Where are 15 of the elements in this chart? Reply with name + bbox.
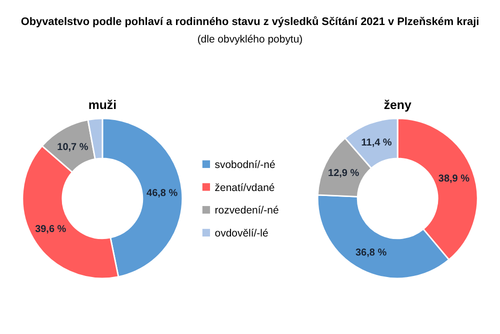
chart-title: Obyvatelstvo podle pohlaví a rodinného stavu z výsledků Sčítání 2021 v Plzeňském kraji [20,16,480,28]
data-label: 38,9 % [438,173,470,184]
data-label: 39,6 % [35,224,66,236]
data-label: 12,9 % [328,168,360,179]
data-label: 10,7 % [57,142,88,153]
text: ženy [384,98,412,112]
legend-label: svobodní/-né [214,160,276,171]
legend-label: ovdovělí/-lé [214,228,268,240]
data-label: 36,8 % [355,248,387,259]
chart-subtitle: (dle obvyklého pobytu) [197,34,303,46]
legend-label: ženatí/vdané [214,182,275,194]
text: muži [88,98,117,112]
data-label: 46,8 % [146,188,178,199]
data-label: 11,4 % [361,138,392,149]
legend-label: rozvedení/-né [214,206,279,217]
